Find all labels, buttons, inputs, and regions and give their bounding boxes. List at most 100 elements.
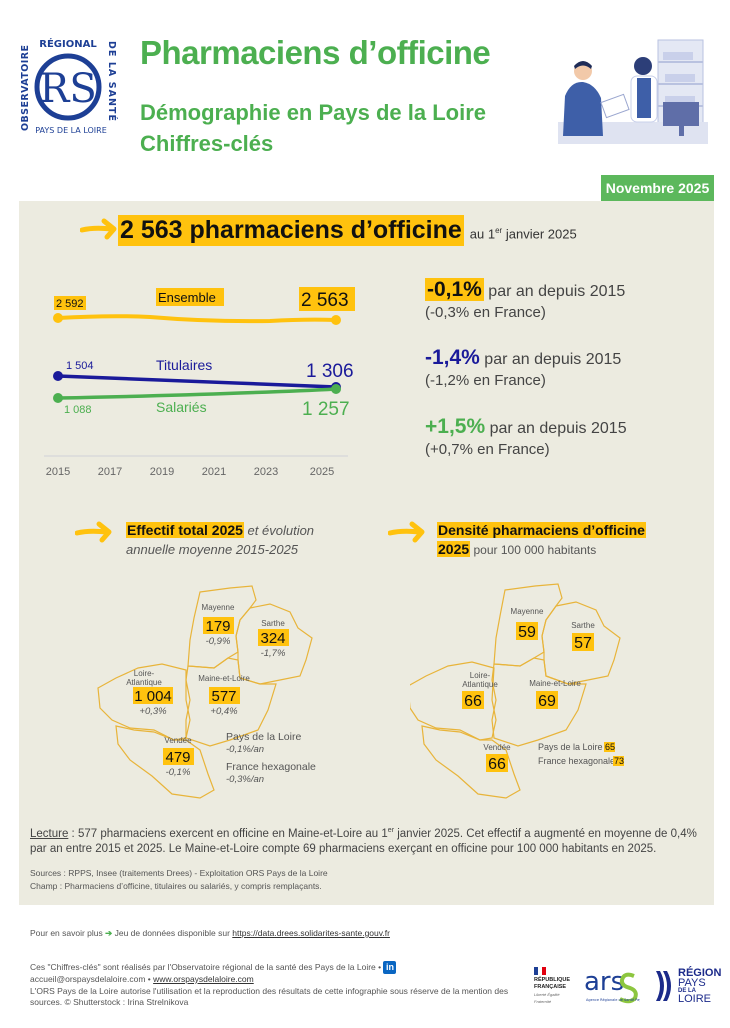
stat-salaries: +1,5% par an depuis 2015 (+0,7% en Franc…	[425, 415, 627, 458]
arrow-icon	[79, 218, 120, 240]
arrow-right-icon: ➔	[105, 928, 113, 938]
x-tick: 2025	[310, 466, 334, 478]
republique-francaise-logo: RÉPUBLIQUE FRANÇAISE Liberté Égalité Fra…	[534, 967, 570, 1005]
logo-monogram: RS	[39, 66, 97, 112]
svg-text:-0,1%: -0,1%	[166, 767, 191, 778]
ensemble-start-label: 2 592	[56, 298, 84, 310]
arrow-icon	[74, 521, 115, 543]
salaries-end-label: 1 257	[302, 399, 350, 420]
ensemble-label: Ensemble	[158, 290, 216, 305]
mayenne-density: 59	[518, 624, 536, 641]
ensemble-end-label: 2 563	[301, 290, 349, 311]
subtitle-line-1: Démographie en Pays de la Loire	[140, 100, 487, 125]
page-title: Pharmaciens d’officine	[140, 34, 491, 71]
region-pays-de-la-loire-logo: RÉGION PAYS DE LA LOIRE	[654, 968, 721, 1005]
svg-text:Atlantique: Atlantique	[126, 678, 162, 687]
scope-line: Champ : Pharmaciens d’officine, titulair…	[30, 881, 322, 891]
svg-text:-1,7%: -1,7%	[261, 648, 286, 659]
map-densite: Mayenne Sarthe Loire- Atlantique Maine-e…	[407, 580, 730, 810]
svg-text:Agence Régionale de Santé Pays: Agence Régionale de Santé Pays de la Loi…	[586, 998, 640, 1002]
headline-date: au 1er janvier 2025	[469, 225, 577, 241]
headline: 2 563 pharmaciens d’officine au 1er janv…	[118, 215, 577, 246]
logo-right-text: DE LA SANTÉ	[106, 41, 118, 121]
website-link[interactable]: www.orspaysdelaloire.com	[153, 974, 254, 984]
stat-text: par an depuis 2015	[483, 283, 626, 300]
loire-atlantique-density: 66	[464, 693, 482, 710]
map1-title: Effectif total 2025 et évolution annuell…	[126, 522, 315, 557]
map-effectifs: Mayenne Sarthe Loire- Atlantique Maine-e…	[90, 580, 410, 810]
reading-note: Lecture : 577 pharmaciens exercent en of…	[30, 827, 697, 855]
stat-value: -1,4%	[425, 346, 480, 369]
email[interactable]: accueil@orspaysdelaloire.com	[30, 974, 146, 984]
legend-france-value: 73	[614, 756, 624, 766]
logo-left-text: OBSERVATOIRE	[20, 45, 31, 131]
legend-france-label: France hexagonale	[226, 761, 316, 773]
salaries-label: Salariés	[156, 399, 207, 415]
stat-text: par an depuis 2015	[485, 420, 627, 437]
vendee-density: 66	[488, 756, 506, 773]
legend-france-label: France hexagonale	[538, 756, 615, 766]
svg-text:Maine-et-Loire: Maine-et-Loire	[529, 679, 581, 688]
titulaires-end-label: 1 306	[306, 361, 354, 382]
sources-note: Sources : RPPS, Insee (traitements Drees…	[30, 867, 710, 893]
x-tick: 2023	[254, 466, 278, 478]
legend-pdl-value: 65	[605, 742, 615, 752]
page-subtitle: Démographie en Pays de la Loire Chiffres…	[140, 97, 486, 159]
svg-text:ars: ars	[584, 967, 624, 997]
sarthe-density: 57	[574, 635, 592, 652]
svg-text:Loire-: Loire-	[134, 669, 155, 678]
vendee-value: 479	[165, 749, 190, 766]
date-badge: Novembre 2025	[601, 175, 714, 201]
logo-bottom-text: PAYS DE LA LOIRE	[35, 126, 107, 135]
legend-pdl-label: Pays de la Loire	[226, 731, 301, 743]
more-info: Pour en savoir plus ➔ Jeu de données dis…	[30, 928, 390, 938]
svg-text:Atlantique: Atlantique	[462, 680, 498, 689]
reading-label: Lecture	[30, 827, 69, 840]
x-tick: 2019	[150, 466, 174, 478]
mayenne-value: 179	[205, 618, 230, 635]
ors-logo: RÉGIONAL OBSERVATOIRE DE LA SANTÉ RS PAY…	[18, 36, 118, 136]
svg-text:Maine-et-Loire: Maine-et-Loire	[198, 674, 250, 683]
stat-value: +1,5%	[425, 415, 486, 438]
svg-text:Loire-: Loire-	[470, 671, 491, 680]
stat-france: (-1,2% en France)	[425, 372, 546, 389]
headline-highlight: 2 563 pharmaciens d’officine	[118, 215, 464, 246]
svg-text:Mayenne: Mayenne	[511, 607, 544, 616]
legend-pdl-value: -0,1%/an	[226, 744, 264, 755]
svg-text:Sarthe: Sarthe	[571, 621, 595, 630]
stat-titulaires: -1,4% par an depuis 2015 (-1,2% en Franc…	[425, 346, 621, 389]
stat-ensemble: -0,1% par an depuis 2015 (-0,3% en Franc…	[425, 278, 625, 321]
stat-value: -0,1%	[425, 278, 484, 301]
svg-text:Vendée: Vendée	[483, 743, 511, 752]
arrow-icon	[387, 521, 428, 543]
svg-text:+0,4%: +0,4%	[210, 706, 238, 717]
stat-france: (+0,7% en France)	[425, 441, 550, 458]
sarthe-value: 324	[260, 630, 285, 647]
credits: Ces "Chiffres-clés" sont réalisés par l'…	[30, 961, 510, 985]
logo-top-text: RÉGIONAL	[39, 37, 97, 50]
x-tick: 2021	[202, 466, 226, 478]
partner-logos: RÉPUBLIQUE FRANÇAISE Liberté Égalité Fra…	[534, 966, 721, 1006]
x-tick: 2015	[46, 466, 70, 478]
titulaires-start-label: 1 504	[66, 360, 94, 372]
subtitle-line-2: Chiffres-clés	[140, 131, 274, 156]
maine-et-loire-value: 577	[211, 688, 236, 705]
dataset-link[interactable]: https://data.drees.solidarites-sante.gou…	[232, 928, 390, 938]
sources-line: Sources : RPPS, Insee (traitements Drees…	[30, 868, 328, 878]
svg-text:-0,9%: -0,9%	[206, 636, 231, 647]
stat-france: (-0,3% en France)	[425, 304, 546, 321]
svg-text:Vendée: Vendée	[164, 736, 192, 745]
svg-text:Mayenne: Mayenne	[202, 603, 235, 612]
loire-atlantique-value: 1 004	[134, 688, 172, 705]
x-tick: 2017	[98, 466, 122, 478]
svg-text:Sarthe: Sarthe	[261, 619, 285, 628]
pharmacy-illustration	[553, 36, 713, 146]
titulaires-label: Titulaires	[156, 357, 212, 373]
maine-et-loire-density: 69	[538, 693, 556, 710]
license-note: L'ORS Pays de la Loire autorise l'utilis…	[30, 986, 509, 1007]
stat-text: par an depuis 2015	[479, 351, 622, 368]
ars-logo: ars Agence Régionale de Santé Pays de la…	[584, 966, 663, 1006]
linkedin-icon[interactable]: in	[383, 961, 397, 974]
salaries-start-label: 1 088	[64, 404, 92, 416]
line-chart: 2 592 Ensemble 2 563 1 504 Titulaires 1 …	[40, 270, 370, 485]
